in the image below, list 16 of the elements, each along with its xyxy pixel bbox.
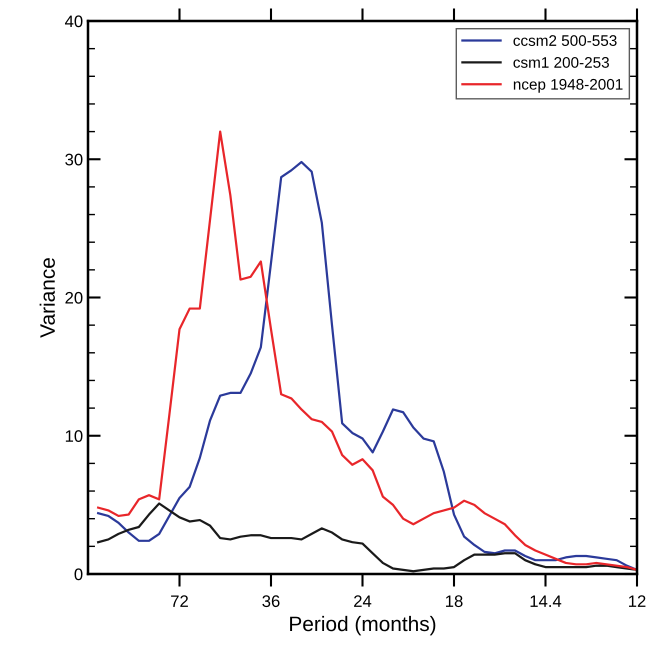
x-tick-label: 36 bbox=[262, 595, 280, 608]
y-axis-title: Variance bbox=[40, 258, 55, 338]
y-tick-label: 0 bbox=[74, 568, 82, 580]
x-tick-label: 18 bbox=[446, 595, 463, 608]
x-tick-label: 72 bbox=[171, 595, 188, 607]
y-tick-label: 30 bbox=[65, 154, 82, 166]
legend-label: csm1 200-253 bbox=[513, 57, 609, 68]
x-tick-label: 24 bbox=[354, 595, 372, 607]
legend-label: ncep 1948-2001 bbox=[514, 78, 623, 93]
x-tick-label: 12 bbox=[629, 595, 646, 607]
x-axis-title: Period (months) bbox=[290, 616, 436, 636]
y-tick-label: 40 bbox=[64, 15, 82, 28]
x-tick-label: 14.4 bbox=[530, 595, 562, 607]
y-tick-label: 20 bbox=[65, 292, 82, 304]
legend-label: ccsm2 500-553 bbox=[513, 35, 617, 46]
y-tick-label: 10 bbox=[66, 430, 82, 442]
